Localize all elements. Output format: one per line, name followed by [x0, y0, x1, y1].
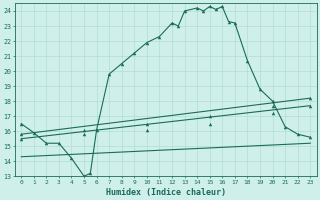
X-axis label: Humidex (Indice chaleur): Humidex (Indice chaleur): [106, 188, 226, 197]
